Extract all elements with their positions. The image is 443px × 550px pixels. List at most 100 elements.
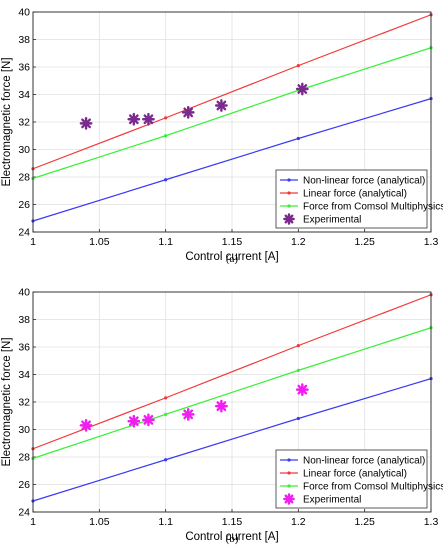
y-tick-label: 40 [18,287,30,299]
legend-label: Non-linear force (analytical) [303,176,425,187]
data-point-star-stroke [183,107,194,118]
data-point-star-stroke [81,118,91,129]
data-point-star [214,99,228,112]
legend-marker-star [283,213,295,225]
data-point-star-stroke [216,100,227,111]
legend-label: Force from Comsol Multiphysics [303,482,443,493]
y-tick-label: 38 [18,34,30,46]
legend: Non-linear force (analytical) Linear forc… [275,449,443,509]
data-point-star [127,112,141,126]
legend-marker [287,191,291,195]
series-line [32,47,432,179]
series-line [32,378,432,502]
legend-marker-star [283,493,295,505]
legend-marker [287,458,291,462]
data-point-star-stroke [128,114,139,125]
x-tick-label: 1.15 [222,516,243,528]
y-axis-label: Electromagnetic force [N] [1,337,13,466]
chart-panel-a: 1 1.05 1.1 1.15 1.2 1.25 1.3 24 26 28 30 32 34 36 38 40… [1,7,443,266]
legend-item: Experimental [283,213,361,226]
legend-item: Linear force (analytical) [280,189,407,200]
figure-caption: (a) [226,253,239,265]
legend-label: Experimental [303,215,361,226]
x-tick-label: 1.25 [354,516,375,528]
data-point [164,396,168,400]
legend-marker [287,178,291,182]
x-tick-label: 1.15 [222,236,243,248]
legend-marker [287,471,291,475]
data-point [296,64,300,68]
data-point-star-stroke [143,114,154,125]
data-point-star [295,383,309,397]
x-tick-label: 1.05 [89,236,110,248]
data-point-star [214,399,228,413]
series-line [32,327,432,459]
data-point [296,344,300,348]
legend-marker-star-stroke [284,494,294,504]
y-tick-label: 34 [18,89,30,101]
y-axis-label: Electromagnetic force [N] [1,57,13,186]
legend-label: Linear force (analytical) [303,189,407,200]
x-tick-label: 1.1 [158,236,173,248]
data-point [164,458,168,462]
legend-label: Experimental [303,495,361,506]
chart-panel-b: 1 1.05 1.1 1.15 1.2 1.25 1.3 24 26 28 30 32 34 36 38 40… [1,287,443,546]
data-point-star [142,413,155,427]
data-point [164,412,168,416]
data-point [164,178,168,182]
legend-label: Non-linear force (analytical) [303,456,425,467]
data-point-star [295,82,309,96]
y-tick-label: 26 [18,199,30,211]
data-point-star-stroke [297,84,308,94]
series-experimental [79,82,309,130]
legend-item: Non-linear force (analytical) [280,456,425,467]
data-point-star-stroke [81,420,91,431]
x-tick-label: 1 [30,236,36,248]
series-line [32,98,432,222]
data-point-star [142,112,155,126]
series-experimental [79,383,309,432]
x-axis-label: Control current [A] [185,251,278,263]
data-point [296,136,300,141]
axes-frame [32,291,432,513]
data-point [296,416,300,421]
y-tick-label: 28 [18,172,30,184]
legend-box [275,449,428,509]
legend: Non-linear force (analytical) Linear forc… [275,169,443,229]
y-tick-label: 24 [18,227,30,239]
data-point [164,116,168,120]
data-point-star [79,418,93,432]
series-line [32,14,432,170]
data-point-star [181,105,195,119]
legend-item: Force from Comsol Multiphysics [280,482,443,493]
legend-marker-star-stroke [284,214,294,224]
y-tick-label: 26 [18,479,30,491]
data-point-star-stroke [143,414,154,425]
y-tick-label: 24 [18,507,30,519]
data-point-star-stroke [297,384,308,395]
legend-item: Experimental [283,493,361,506]
y-tick-label: 36 [18,342,30,354]
y-tick-label: 34 [18,369,30,381]
y-tick-label: 36 [18,62,30,74]
data-point-star-stroke [216,401,227,412]
legend-marker [287,204,291,208]
data-point [296,368,300,372]
data-point [164,134,168,138]
x-tick-label: 1.3 [424,516,439,528]
figure-caption: (b) [226,533,239,545]
legend-label: Force from Comsol Multiphysics [303,202,443,213]
axes-frame [32,11,432,233]
x-tick-label: 1.3 [424,236,439,248]
x-tick-label: 1.1 [158,516,173,528]
y-tick-label: 32 [18,117,30,129]
y-tick-label: 32 [18,397,30,409]
x-tick-label: 1.25 [354,236,375,248]
data-point-star [127,414,141,428]
data-point-star [181,407,195,421]
data-point-star-stroke [128,416,139,427]
legend-box [275,169,428,229]
legend-item: Force from Comsol Multiphysics [280,202,443,213]
y-tick-label: 28 [18,452,30,464]
